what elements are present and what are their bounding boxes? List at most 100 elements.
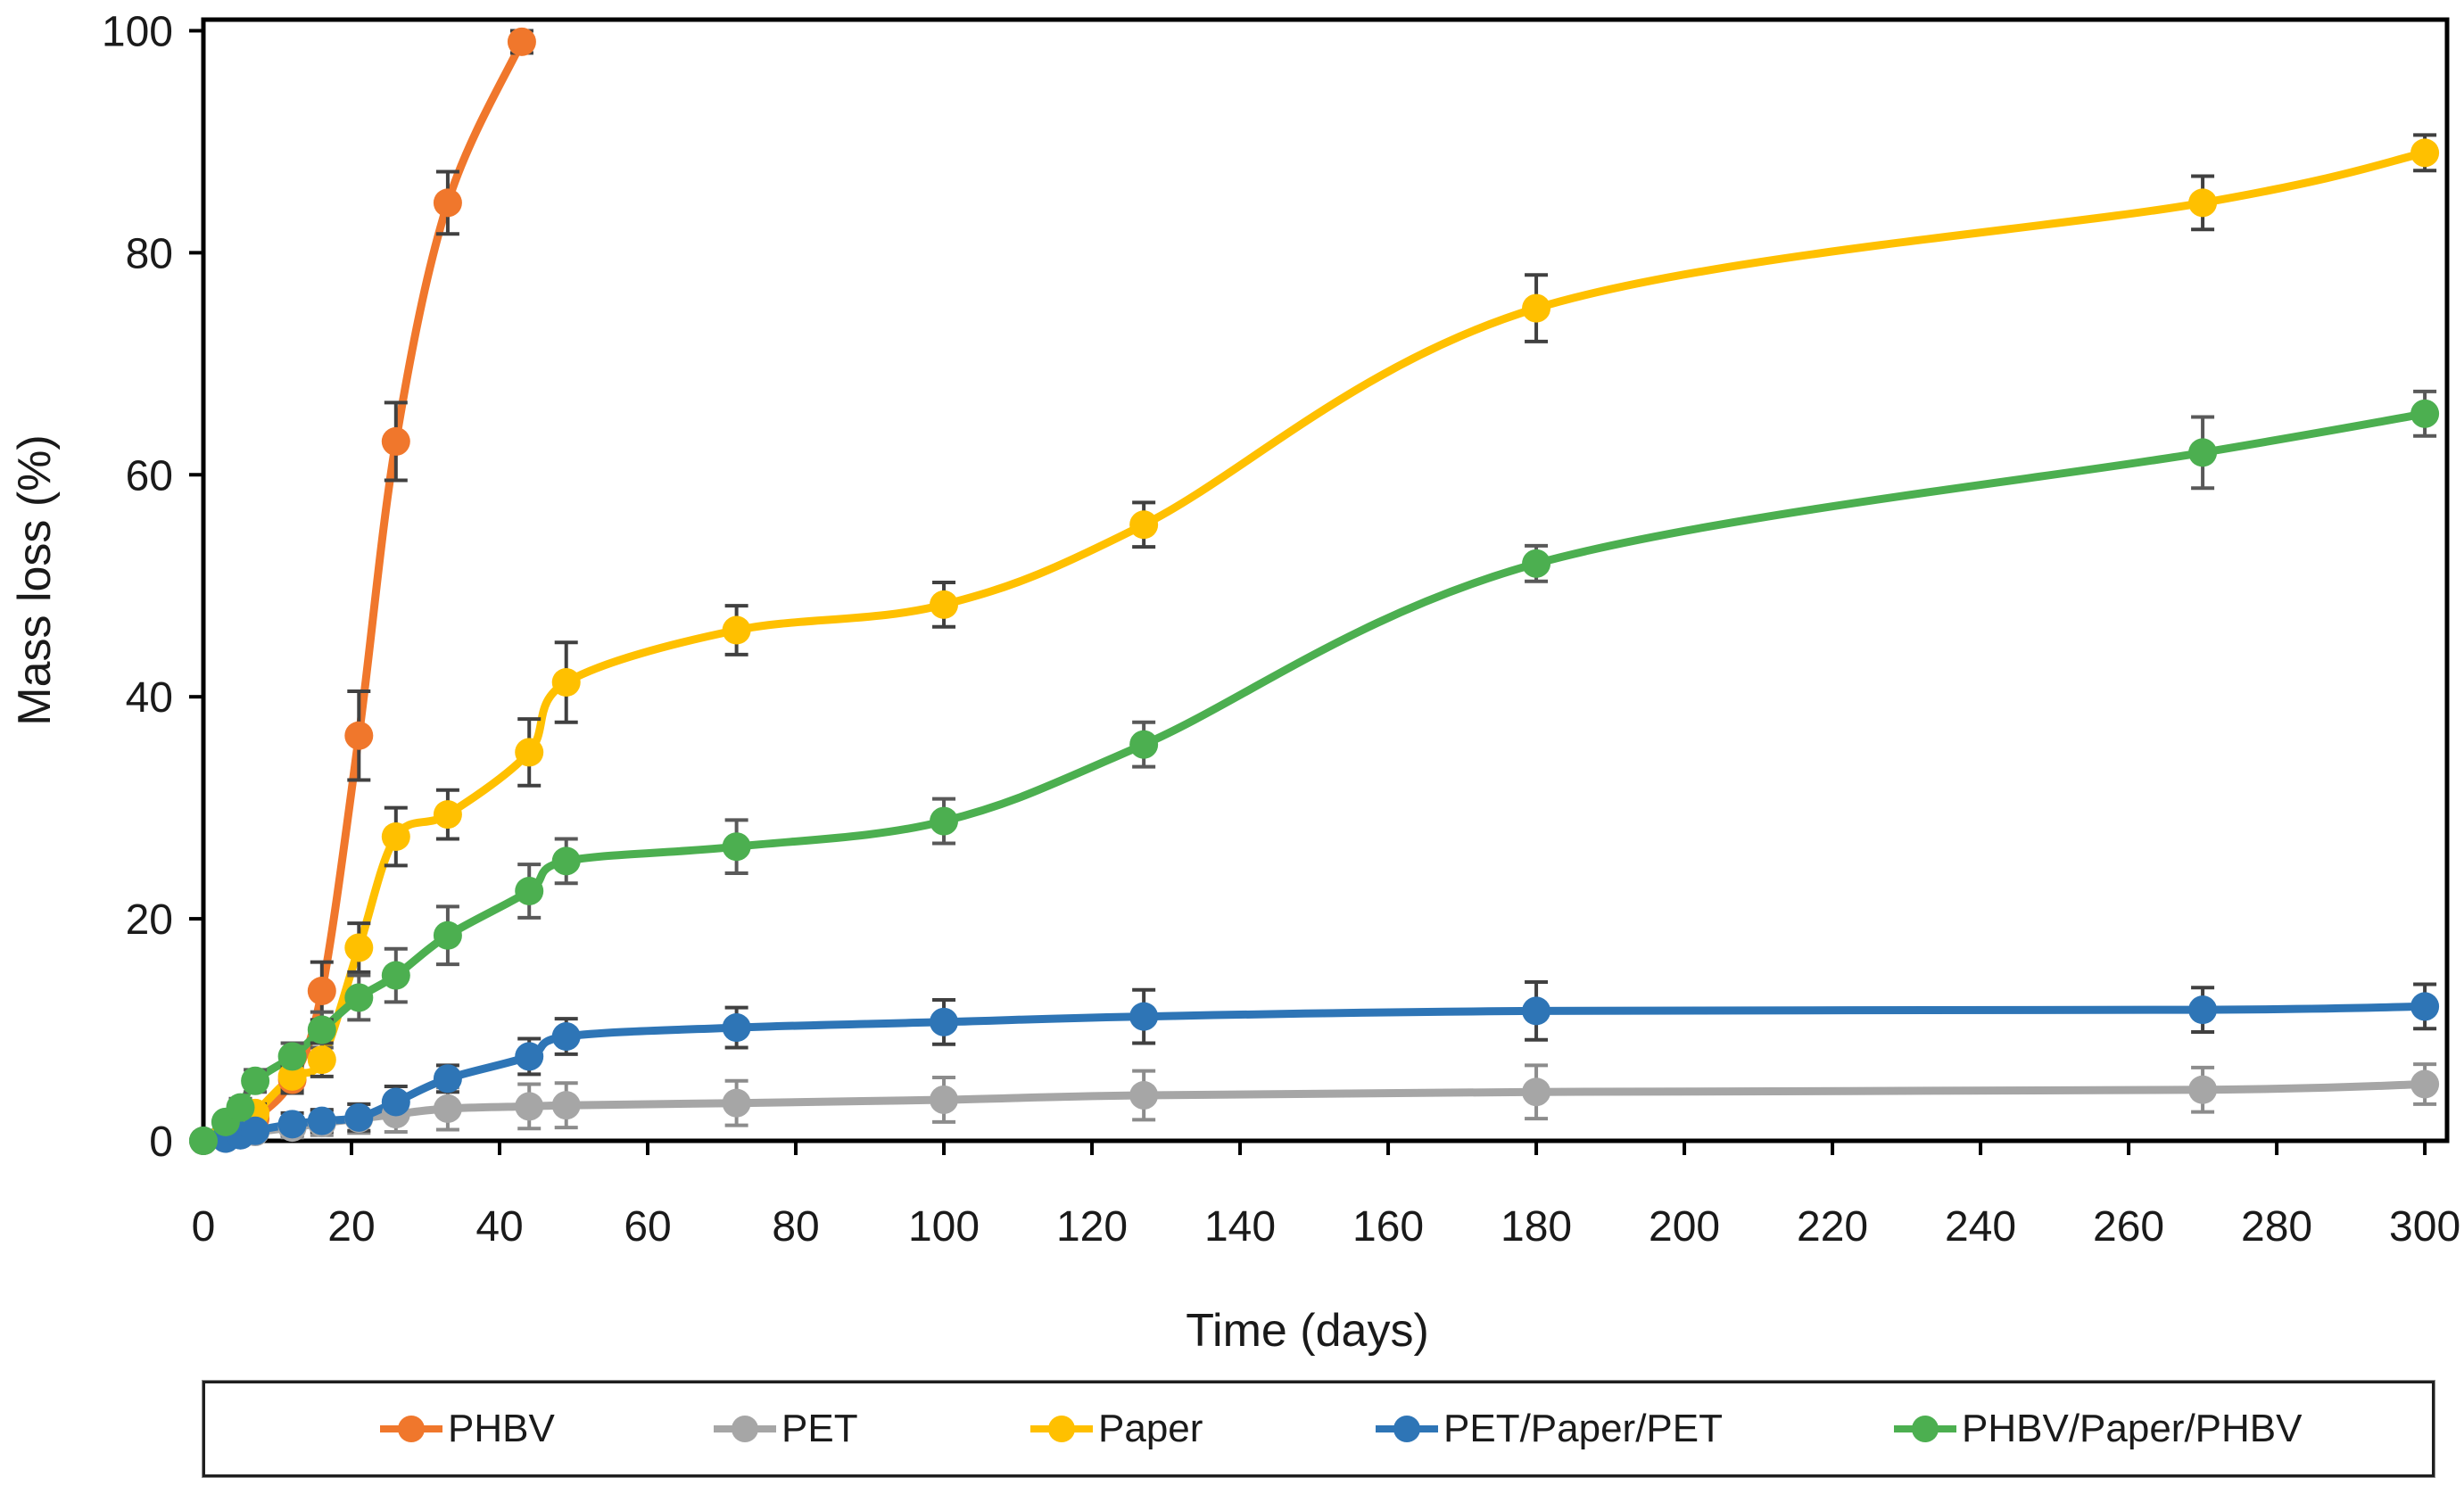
series-pet-paper-pet-marker xyxy=(1522,996,1551,1026)
series-paper-marker xyxy=(2188,188,2218,218)
legend-item-pet: PET xyxy=(714,1383,858,1474)
series-phbv-paper-phbv-marker xyxy=(344,983,374,1012)
series-phbv-paper-phbv-marker xyxy=(2410,399,2440,428)
x-tick-label: 100 xyxy=(908,1203,980,1251)
line-chart-svg: 0 20 40 60 80 100 120 140 160 180 200 220 240 260 280 3… xyxy=(9,8,2460,1357)
series-phbv-marker xyxy=(344,721,374,750)
x-tick-label: 60 xyxy=(624,1203,671,1251)
series-paper-marker xyxy=(1522,293,1551,323)
series-pet-marker xyxy=(1129,1080,1159,1110)
series-pet-paper-pet-marker xyxy=(307,1106,336,1135)
series-pet-paper-pet-marker xyxy=(277,1110,307,1139)
series-phbv-marker xyxy=(433,188,462,218)
series-paper-marker xyxy=(344,933,374,962)
legend: PHBV PET Paper PET/Paper/PET PHBV/Paper/PHBV xyxy=(203,1381,2435,1477)
series-phbv-paper-phbv-marker xyxy=(433,920,462,950)
y-tick-label: 0 xyxy=(149,1119,173,1166)
legend-item-pet-paper-pet: PET/Paper/PET xyxy=(1376,1383,1723,1474)
x-tick-label: 220 xyxy=(1797,1203,1868,1251)
series-phbv-paper-phbv-marker xyxy=(551,846,581,876)
x-tick-label: 0 xyxy=(192,1203,216,1251)
plot-border xyxy=(201,17,2450,1143)
x-tick-label: 140 xyxy=(1204,1203,1276,1251)
legend-item-phbv-paper-phbv: PHBV/Paper/PHBV xyxy=(1894,1383,2303,1474)
legend-label: PET xyxy=(781,1407,858,1450)
series-phbv-paper-phbv-marker xyxy=(226,1093,255,1122)
y-axis-title: Mass loss (%) xyxy=(9,434,61,725)
series-phbv-paper-phbv-markers xyxy=(189,399,2440,1155)
series-pet-paper-pet-marker xyxy=(1129,1002,1159,1031)
series-phbv-paper-phbv-marker xyxy=(241,1066,270,1095)
series-phbv-paper-phbv-marker xyxy=(722,832,751,862)
series-pet-paper-pet-marker xyxy=(551,1022,581,1052)
legend-marker-icon xyxy=(1894,1416,1956,1442)
series-phbv-paper-phbv-marker xyxy=(381,961,410,990)
series-phbv-paper-phbv-marker xyxy=(189,1127,218,1155)
series-pet-marker xyxy=(722,1088,751,1118)
series-pet-marker xyxy=(2410,1069,2440,1099)
series-paper-marker xyxy=(433,800,462,830)
series-paper-marker xyxy=(1129,510,1159,540)
y-tick-label: 40 xyxy=(126,674,173,722)
series-paper-marker xyxy=(381,821,410,851)
series-pet-paper-pet-marker xyxy=(381,1087,410,1117)
series-paper-line xyxy=(199,148,2429,1145)
x-tick-label: 180 xyxy=(1501,1203,1572,1251)
legend-label: Paper xyxy=(1098,1407,1203,1450)
series-pet-paper-pet-markers xyxy=(189,992,2440,1155)
x-tick-label: 280 xyxy=(2241,1203,2312,1251)
series-phbv-marker xyxy=(381,426,410,456)
series-pet-marker xyxy=(2188,1075,2218,1104)
series-phbv-paper-phbv-marker xyxy=(2188,438,2218,467)
legend-marker-icon xyxy=(1030,1416,1093,1442)
series-pet-paper-pet-marker xyxy=(433,1064,462,1094)
x-tick-label: 240 xyxy=(1945,1203,2016,1251)
legend-marker-icon xyxy=(714,1416,776,1442)
x-tick-label: 20 xyxy=(327,1203,375,1251)
series-phbv-marker xyxy=(507,27,536,56)
series-phbv-paper-phbv-marker xyxy=(307,1015,336,1044)
series-phbv-paper-phbv-marker xyxy=(1522,549,1551,578)
series-pet-marker xyxy=(551,1091,581,1120)
series-phbv-paper-phbv-marker xyxy=(277,1042,307,1071)
x-tick-label: 160 xyxy=(1352,1203,1424,1251)
series-paper-marker xyxy=(515,738,544,767)
series-phbv-paper-phbv-marker xyxy=(930,806,959,836)
series-paper-marker xyxy=(930,590,959,619)
legend-item-paper: Paper xyxy=(1030,1383,1203,1474)
x-tick-label: 120 xyxy=(1056,1203,1128,1251)
x-tick-label: 300 xyxy=(2389,1203,2460,1251)
series-pet-paper-pet-marker xyxy=(241,1116,270,1145)
series-paper-marker xyxy=(277,1061,307,1091)
series-paper-markers xyxy=(189,138,2440,1155)
series-pet-paper-pet-marker xyxy=(344,1102,374,1132)
x-tick-label: 260 xyxy=(2093,1203,2164,1251)
legend-marker-icon xyxy=(380,1416,442,1442)
series-pet-paper-pet-marker xyxy=(930,1007,959,1036)
y-tick-label: 20 xyxy=(126,896,173,944)
y-tick-label: 80 xyxy=(126,230,173,277)
series-pet-paper-pet-marker xyxy=(2410,992,2440,1021)
y-tick-label: 100 xyxy=(102,8,173,55)
series-paper-marker xyxy=(551,667,581,697)
legend-label: PET/Paper/PET xyxy=(1443,1407,1724,1450)
legend-item-phbv: PHBV xyxy=(380,1383,555,1474)
series-pet-marker xyxy=(433,1094,462,1123)
series-paper-marker xyxy=(722,615,751,645)
y-tick-label: 60 xyxy=(126,452,173,499)
legend-marker-icon xyxy=(1376,1416,1438,1442)
series-paper-error-bars xyxy=(192,133,2437,1145)
series-pet-paper-pet-marker xyxy=(2188,995,2218,1025)
legend-label: PHBV/Paper/PHBV xyxy=(1962,1407,2303,1450)
series-phbv-paper-phbv-line xyxy=(199,409,2429,1145)
series-phbv-marker xyxy=(307,976,336,1005)
series-pet-marker xyxy=(1522,1077,1551,1107)
series-pet-paper-pet-marker xyxy=(515,1042,544,1071)
legend-label: PHBV xyxy=(448,1407,555,1450)
x-axis-title: Time (days) xyxy=(1186,1305,1429,1357)
x-tick-label: 80 xyxy=(772,1203,819,1251)
series-pet-marker xyxy=(930,1085,959,1114)
series-pet-marker xyxy=(515,1092,544,1121)
series-phbv-paper-phbv-marker xyxy=(515,876,544,905)
